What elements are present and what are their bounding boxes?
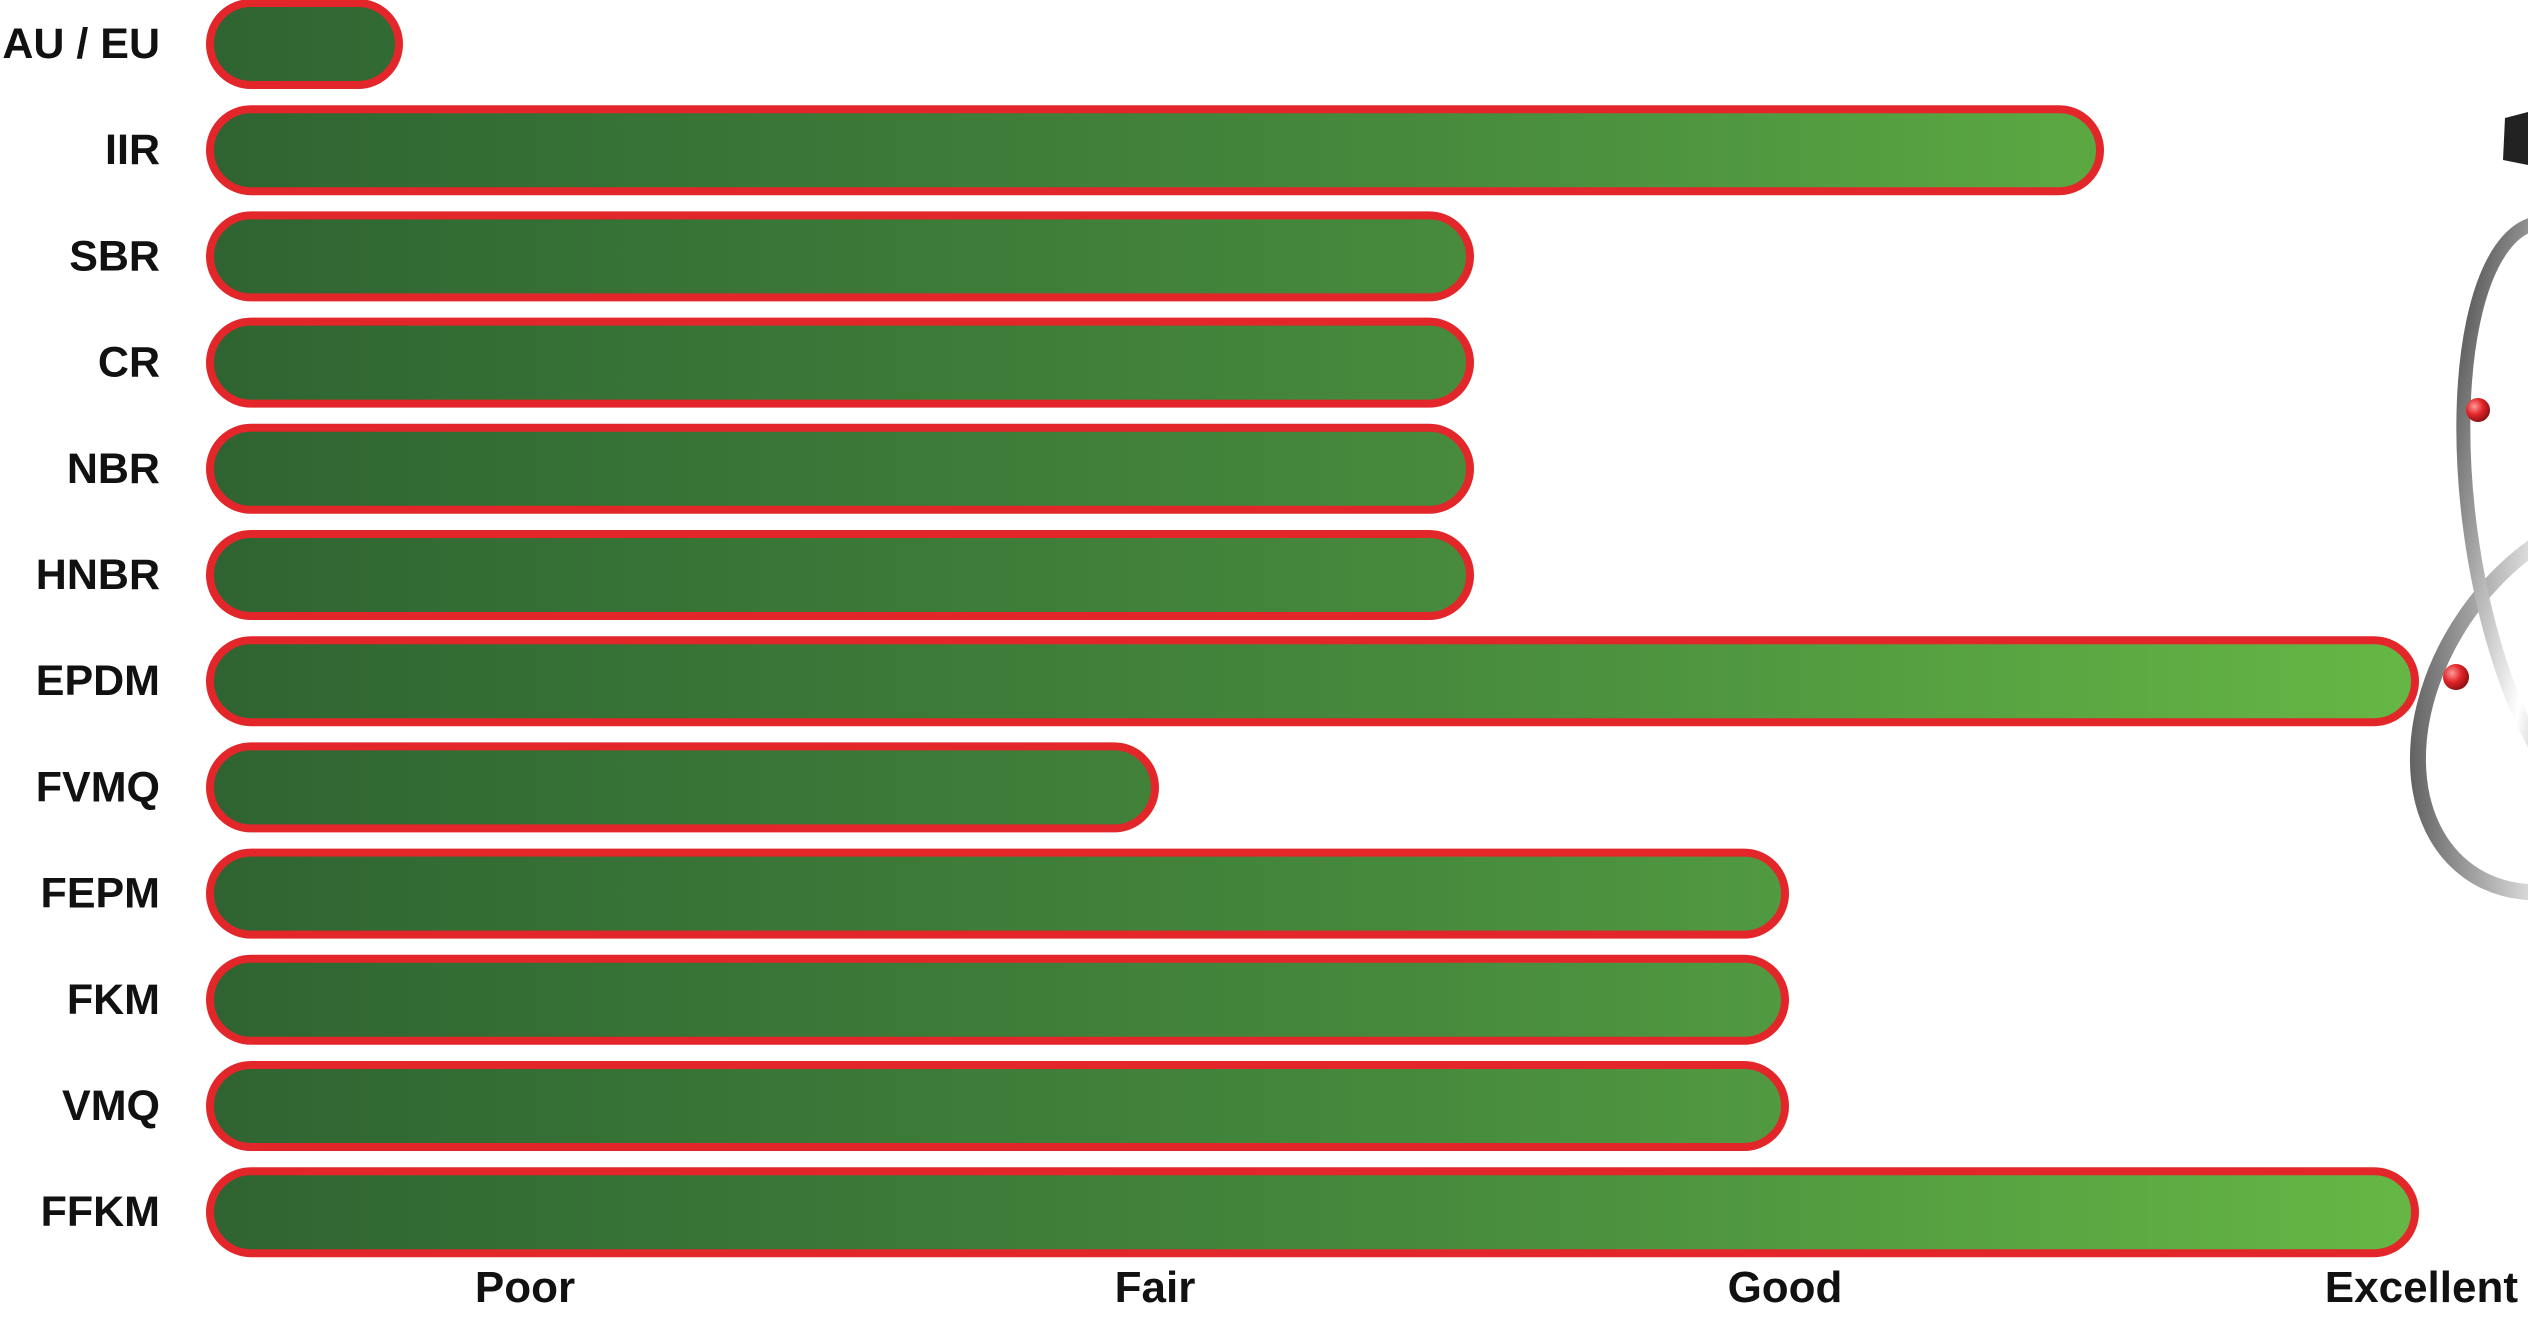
category-label: FFKM xyxy=(41,1188,160,1236)
electron-icon xyxy=(2443,664,2469,690)
category-label: FVMQ xyxy=(36,763,160,811)
bar-au-eu xyxy=(206,0,403,89)
category-label: AU / EU xyxy=(2,20,160,68)
bar-hnbr xyxy=(206,530,1474,620)
category-label: NBR xyxy=(67,445,160,493)
category-label: SBR xyxy=(69,232,160,280)
bar-vmq xyxy=(206,1061,1789,1151)
category-label: FEPM xyxy=(41,870,160,918)
category-label: VMQ xyxy=(62,1082,160,1130)
x-tick-label: Poor xyxy=(475,1263,575,1312)
bar-fepm xyxy=(206,848,1789,939)
category-label: HNBR xyxy=(36,551,160,599)
bar-nbr xyxy=(206,423,1474,514)
bars xyxy=(206,0,2419,1258)
bar-epdm xyxy=(206,636,2419,727)
category-label: CR xyxy=(98,339,160,387)
bar-fvmq xyxy=(206,742,1159,833)
x-tick-label: Excellent xyxy=(2325,1263,2519,1312)
bar-sbr xyxy=(206,211,1474,302)
bar-cr xyxy=(206,317,1474,408)
category-label: FKM xyxy=(67,976,160,1024)
electron-icon xyxy=(2466,398,2490,422)
x-axis-ticks: Poor Fair Good Excellent xyxy=(475,1263,2518,1312)
category-label: IIR xyxy=(105,126,160,174)
bar-ffkm xyxy=(206,1167,2419,1258)
x-tick-label: Good xyxy=(1728,1263,1843,1312)
atom-logo-icon xyxy=(2409,112,2528,901)
bar-fkm xyxy=(206,954,1789,1045)
category-labels: AU / EU IIR SBR CR NBR HNBR EPDM FVMQ FEPM FKM VMQ… xyxy=(2,20,160,1236)
category-label: EPDM xyxy=(36,657,160,705)
x-tick-label: Fair xyxy=(1115,1263,1196,1312)
bar-iir xyxy=(206,105,2104,196)
